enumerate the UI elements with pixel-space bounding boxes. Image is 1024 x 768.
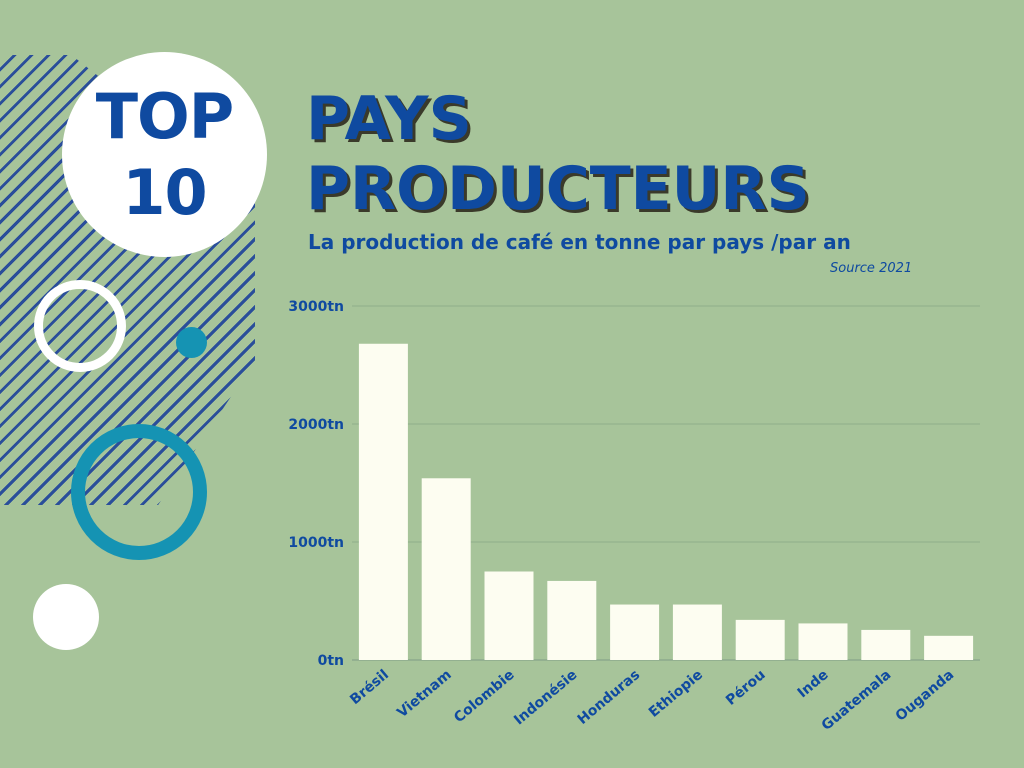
y-tick-label: 1000tn [288,535,344,551]
x-tick-label: Honduras [575,667,643,728]
bar-pérou [735,619,785,660]
white-ring-decoration [34,280,126,372]
x-tick-label: Ethiopie [646,667,706,721]
page-title: PAYS PRODUCTEURS [306,84,810,224]
x-tick-label: Brésil [347,667,392,708]
y-tick-label: 0tn [318,653,344,669]
title-line-2: PRODUCTEURS [306,154,810,224]
white-dot-decoration [33,584,99,650]
badge-line-1: TOP [95,79,234,153]
badge-line-2: 10 [122,155,207,229]
bar-ouganda [924,635,974,660]
title-line-1: PAYS [306,84,472,154]
bar-inde [798,623,848,660]
top-10-badge: TOP 10 [62,52,267,257]
x-tick-label: Inde [795,667,832,702]
x-tick-label: Colombie [451,667,517,726]
bar-brésil [358,343,408,660]
x-tick-label: Pérou [723,667,769,709]
x-tick-label: Guatemala [819,667,895,734]
bar-indonésie [547,580,597,660]
x-tick-label: Indonésie [511,667,580,729]
bar-guatemala [861,629,911,660]
bar-honduras [610,604,660,660]
y-tick-label: 2000tn [288,417,344,433]
x-tick-label: Vietnam [394,667,455,721]
y-tick-label: 3000tn [288,299,344,315]
teal-dot-decoration [176,327,207,358]
bar-vietnam [421,478,471,660]
bar-colombie [484,571,534,660]
bar-ethiopie [672,604,722,660]
x-tick-label: Ouganda [893,667,958,725]
source-note: Source 2021 [830,261,913,276]
chart-subtitle: La production de café en tonne par pays … [308,230,851,254]
